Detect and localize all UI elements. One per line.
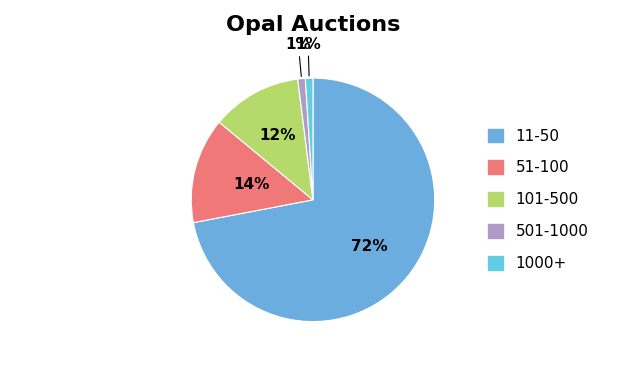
Legend: 11-50, 51-100, 101-500, 501-1000, 1000+: 11-50, 51-100, 101-500, 501-1000, 1000+ xyxy=(488,128,588,271)
Text: 12%: 12% xyxy=(260,128,296,143)
Title: Opal Auctions: Opal Auctions xyxy=(226,15,400,35)
Text: 72%: 72% xyxy=(351,239,388,254)
Wedge shape xyxy=(305,78,313,200)
Wedge shape xyxy=(191,122,313,223)
Wedge shape xyxy=(194,78,435,321)
Text: 1%: 1% xyxy=(285,37,311,52)
Wedge shape xyxy=(219,79,313,200)
Text: 1%: 1% xyxy=(296,37,321,52)
Text: 14%: 14% xyxy=(233,177,270,192)
Wedge shape xyxy=(297,78,313,200)
